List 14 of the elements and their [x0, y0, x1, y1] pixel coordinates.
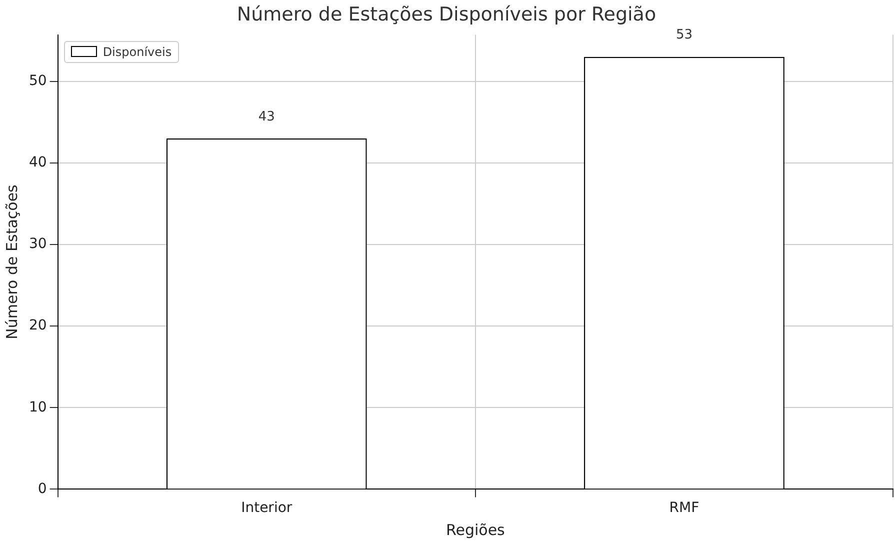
chart-title: Número de Estações Disponíveis por Região	[236, 3, 656, 26]
y-tick-label: 40	[28, 154, 47, 171]
y-tick-label: 50	[28, 72, 47, 89]
data-label: 43	[258, 109, 275, 124]
data-label: 53	[676, 28, 692, 43]
y-tick-label: 0	[38, 480, 47, 497]
y-tick-label: 20	[28, 318, 47, 334]
legend-box: Disponíveis	[64, 40, 179, 63]
y-tick-label: 30	[28, 236, 47, 252]
x-tick-label: Interior	[241, 500, 292, 516]
x-axis-title: Regiões	[446, 520, 506, 539]
y-axis-title: Número de Estações	[2, 184, 21, 340]
x-tick-label: RMF	[669, 500, 700, 516]
y-tick-label: 10	[28, 399, 47, 416]
